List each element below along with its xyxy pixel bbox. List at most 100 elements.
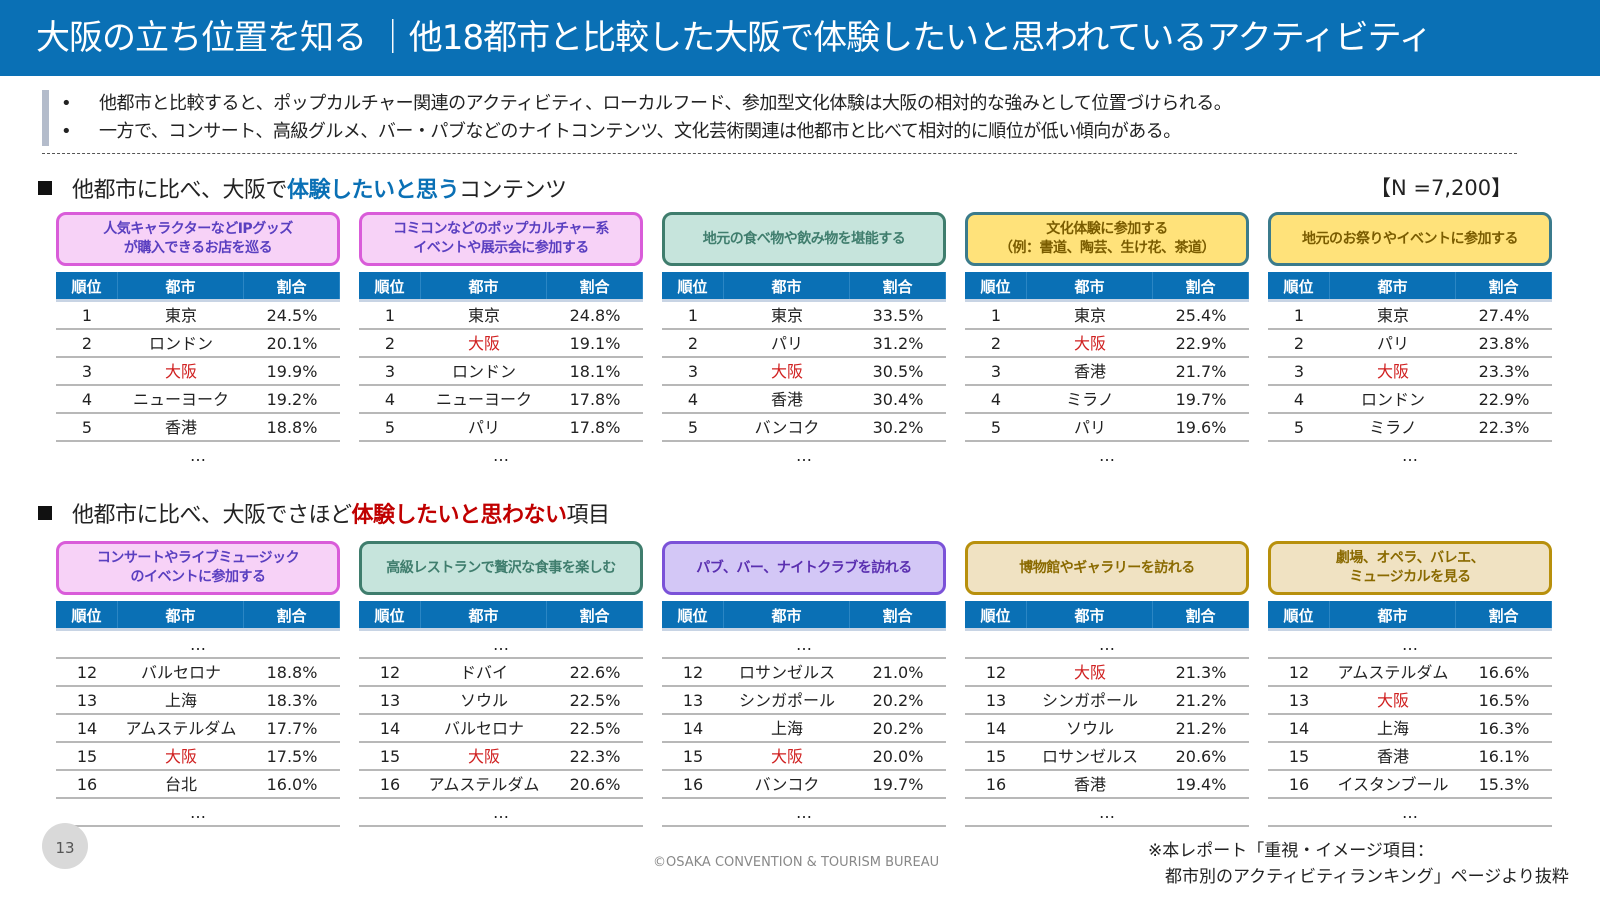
rank-cell: 1 (990, 306, 1002, 325)
city-cell: バンコク (754, 418, 820, 437)
ellipsis-row: … (662, 631, 946, 659)
table-row: 12 アムステルダム 16.6% (1268, 659, 1552, 687)
rank-cell: 5 (990, 418, 1002, 437)
city-cell: 大阪 (1073, 334, 1106, 353)
ratio-cell: 19.7% (872, 775, 924, 794)
column-header-city: 都市 (1330, 272, 1456, 299)
city-cell: 大阪 (164, 747, 197, 766)
ellipsis: … (190, 446, 206, 465)
rank-cell: 12 (76, 663, 98, 682)
ratio-cell: 30.5% (872, 362, 924, 381)
city-cell: 香港 (1376, 747, 1409, 766)
ranking-table: 地元のお祭りやイベントに参加する 順位 都市 割合 1 東京 27.4% 2 パリ 23.8% 3 大… (1268, 212, 1552, 470)
page-number: 13 (42, 823, 88, 869)
city-cell: 上海 (164, 691, 197, 710)
ellipsis-row: … (56, 442, 340, 470)
table-row: 3 ロンドン 18.1% (359, 358, 643, 386)
column-header-rank: 順位 (56, 601, 118, 628)
table-row: 15 香港 16.1% (1268, 743, 1552, 771)
activity-card: パブ、バー、ナイトクラブを訪れる (662, 541, 946, 595)
column-header-city: 都市 (724, 601, 850, 628)
table-row: 3 大阪 23.3% (1268, 358, 1552, 386)
rank-cell: 4 (1293, 390, 1305, 409)
city-cell: バルセロナ (443, 719, 524, 738)
city-cell: 東京 (770, 306, 803, 325)
rank-cell: 15 (379, 747, 401, 766)
table-row: 16 香港 19.4% (965, 771, 1249, 799)
table-row: 1 東京 24.8% (359, 302, 643, 330)
ratio-cell: 17.5% (266, 747, 318, 766)
square-bullet-icon (38, 181, 52, 195)
column-header-ratio: 割合 (1153, 272, 1249, 299)
rank-cell: 1 (687, 306, 699, 325)
ratio-cell: 22.5% (569, 691, 621, 710)
activity-title: パブ、バー、ナイトクラブを訪れる (696, 559, 912, 576)
rank-cell: 13 (682, 691, 704, 710)
table-row: 4 香港 30.4% (662, 386, 946, 414)
ratio-cell: 19.2% (266, 390, 318, 409)
table-row: 3 香港 21.7% (965, 358, 1249, 386)
city-cell: ソウル (1065, 719, 1114, 738)
table-row: 1 東京 25.4% (965, 302, 1249, 330)
ellipsis-row: … (662, 442, 946, 470)
activity-card: 高級レストランで贅沢な食事を楽しむ (359, 541, 643, 595)
activity-title: 地元のお祭りやイベントに参加する (1302, 230, 1519, 247)
ratio-cell: 17.8% (569, 418, 621, 437)
ratio-cell: 22.9% (1478, 390, 1530, 409)
column-header-rank: 順位 (56, 272, 118, 299)
ellipsis-row: … (965, 799, 1249, 827)
ratio-cell: 18.3% (266, 691, 318, 710)
table-row: 12 ロサンゼルス 21.0% (662, 659, 946, 687)
ranking-table: 高級レストランで贅沢な食事を楽しむ 順位 都市 割合 … 12 ドバイ 22.6% 13 ソウル 2… (359, 541, 643, 827)
page-title: 大阪の立ち位置を知る ｜他18都市と比較した大阪で体験したいと思われているアクテ… (0, 0, 1600, 76)
ellipsis: … (1099, 635, 1115, 654)
activity-card: 地元の食べ物や飲み物を堪能する (662, 212, 946, 266)
rank-cell: 14 (985, 719, 1007, 738)
activity-card: 劇場、オペラ、バレエ、 ミュージカルを見る (1268, 541, 1552, 595)
column-header-rank: 順位 (359, 272, 421, 299)
table-row: 2 パリ 31.2% (662, 330, 946, 358)
ratio-cell: 22.3% (569, 747, 621, 766)
table-row: 12 大阪 21.3% (965, 659, 1249, 687)
column-header-rank: 順位 (1268, 601, 1330, 628)
table-row: 15 大阪 20.0% (662, 743, 946, 771)
ellipsis-row: … (1268, 631, 1552, 659)
rank-cell: 3 (384, 362, 396, 381)
ranking-table: コミコンなどのポップカルチャー系 イベントや展示会に参加する順位 都市 割合 1 東京 2… (359, 212, 643, 470)
table-row: 5 ミラノ 22.3% (1268, 414, 1552, 442)
ratio-cell: 16.0% (266, 775, 318, 794)
rank-cell: 3 (81, 362, 93, 381)
rank-cell: 15 (682, 747, 704, 766)
ellipsis-row: … (56, 631, 340, 659)
ratio-cell: 21.2% (1175, 719, 1227, 738)
rank-cell: 1 (1293, 306, 1305, 325)
city-cell: 東京 (1376, 306, 1409, 325)
ellipsis-row: … (359, 631, 643, 659)
table-row: 12 ドバイ 22.6% (359, 659, 643, 687)
city-cell: アムステルダム (1337, 663, 1449, 682)
ellipsis: … (1402, 446, 1418, 465)
ratio-cell: 19.1% (569, 334, 621, 353)
city-cell: シンガポール (1041, 691, 1138, 710)
activity-title: 博物館やギャラリーを訪れる (1019, 559, 1195, 576)
rank-cell: 5 (1293, 418, 1305, 437)
table-row: 13 上海 18.3% (56, 687, 340, 715)
bullet-item: • 他都市と比較すると、ポップカルチャー関連のアクティビティ、ローカルフード、参加… (61, 93, 1232, 114)
column-header-ratio: 割合 (547, 272, 643, 299)
ratio-cell: 19.7% (1175, 390, 1227, 409)
table-header: 順位 都市 割合 (359, 272, 643, 302)
ratio-cell: 24.5% (266, 306, 318, 325)
activity-title: 文化体験に参加する （例：書道、陶芸、生け花、茶道） (999, 221, 1216, 256)
rank-cell: 13 (1288, 691, 1310, 710)
ellipsis: … (796, 635, 812, 654)
city-cell: パリ (467, 418, 500, 437)
ranking-table: 劇場、オペラ、バレエ、 ミュージカルを見る 順位 都市 割合 … 12 アムステルダム 16.… (1268, 541, 1552, 827)
activity-title: 劇場、オペラ、バレエ、 ミュージカルを見る (1335, 550, 1485, 585)
column-header-city: 都市 (421, 601, 547, 628)
activity-title: コミコンなどのポップカルチャー系 イベントや展示会に参加する (393, 221, 609, 256)
city-cell: アムステルダム (125, 719, 237, 738)
city-cell: ニューヨーク (132, 390, 229, 409)
city-cell: ミラノ (1066, 390, 1114, 409)
rank-cell: 12 (985, 663, 1007, 682)
rank-cell: 4 (81, 390, 93, 409)
